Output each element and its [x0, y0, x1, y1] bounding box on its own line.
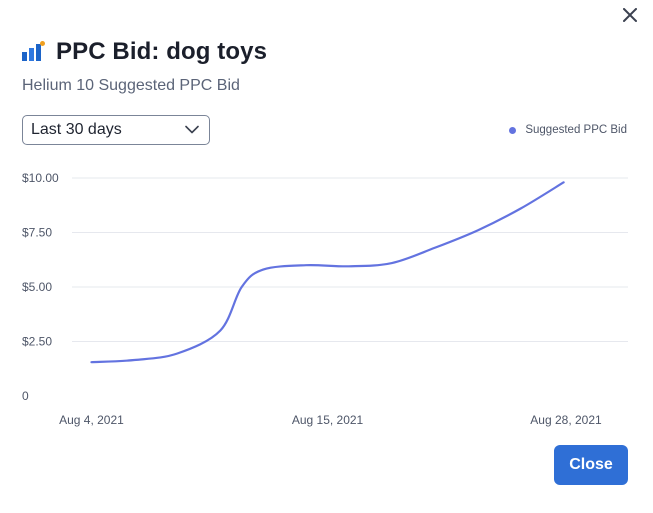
- ppc-bid-chart: 0 $2.50 $5.00 $7.50 $10.00 Aug 4, 2021 Aug 15,…: [22, 171, 628, 427]
- y-tick-label: $10.00: [22, 171, 59, 185]
- close-icon[interactable]: [619, 4, 641, 26]
- y-tick-label: $7.50: [22, 226, 52, 240]
- legend-label: Suggested PPC Bid: [525, 124, 627, 136]
- series-line: [90, 181, 565, 364]
- page-title: PPC Bid: dog toys: [56, 38, 268, 65]
- y-tick-label: 0: [22, 389, 29, 403]
- x-tick-label: Aug 4, 2021: [59, 413, 124, 427]
- y-tick-label: $2.50: [22, 335, 52, 349]
- close-button[interactable]: Close: [554, 445, 628, 485]
- legend-dot: [509, 126, 517, 134]
- chevron-down-icon: [185, 121, 199, 139]
- subtitle: Helium 10 Suggested PPC Bid: [22, 77, 240, 94]
- y-tick-label: $5.00: [22, 280, 52, 294]
- x-tick-label: Aug 28, 2021: [530, 413, 602, 427]
- date-range-select[interactable]: Last 30 days: [22, 115, 210, 145]
- date-range-value: Last 30 days: [31, 121, 122, 138]
- chart-legend[interactable]: Suggested PPC Bid: [509, 124, 627, 136]
- x-tick-label: Aug 15, 2021: [292, 413, 364, 427]
- dialog-header: PPC Bid: dog toys: [22, 38, 267, 66]
- bar-chart-icon: [22, 41, 46, 63]
